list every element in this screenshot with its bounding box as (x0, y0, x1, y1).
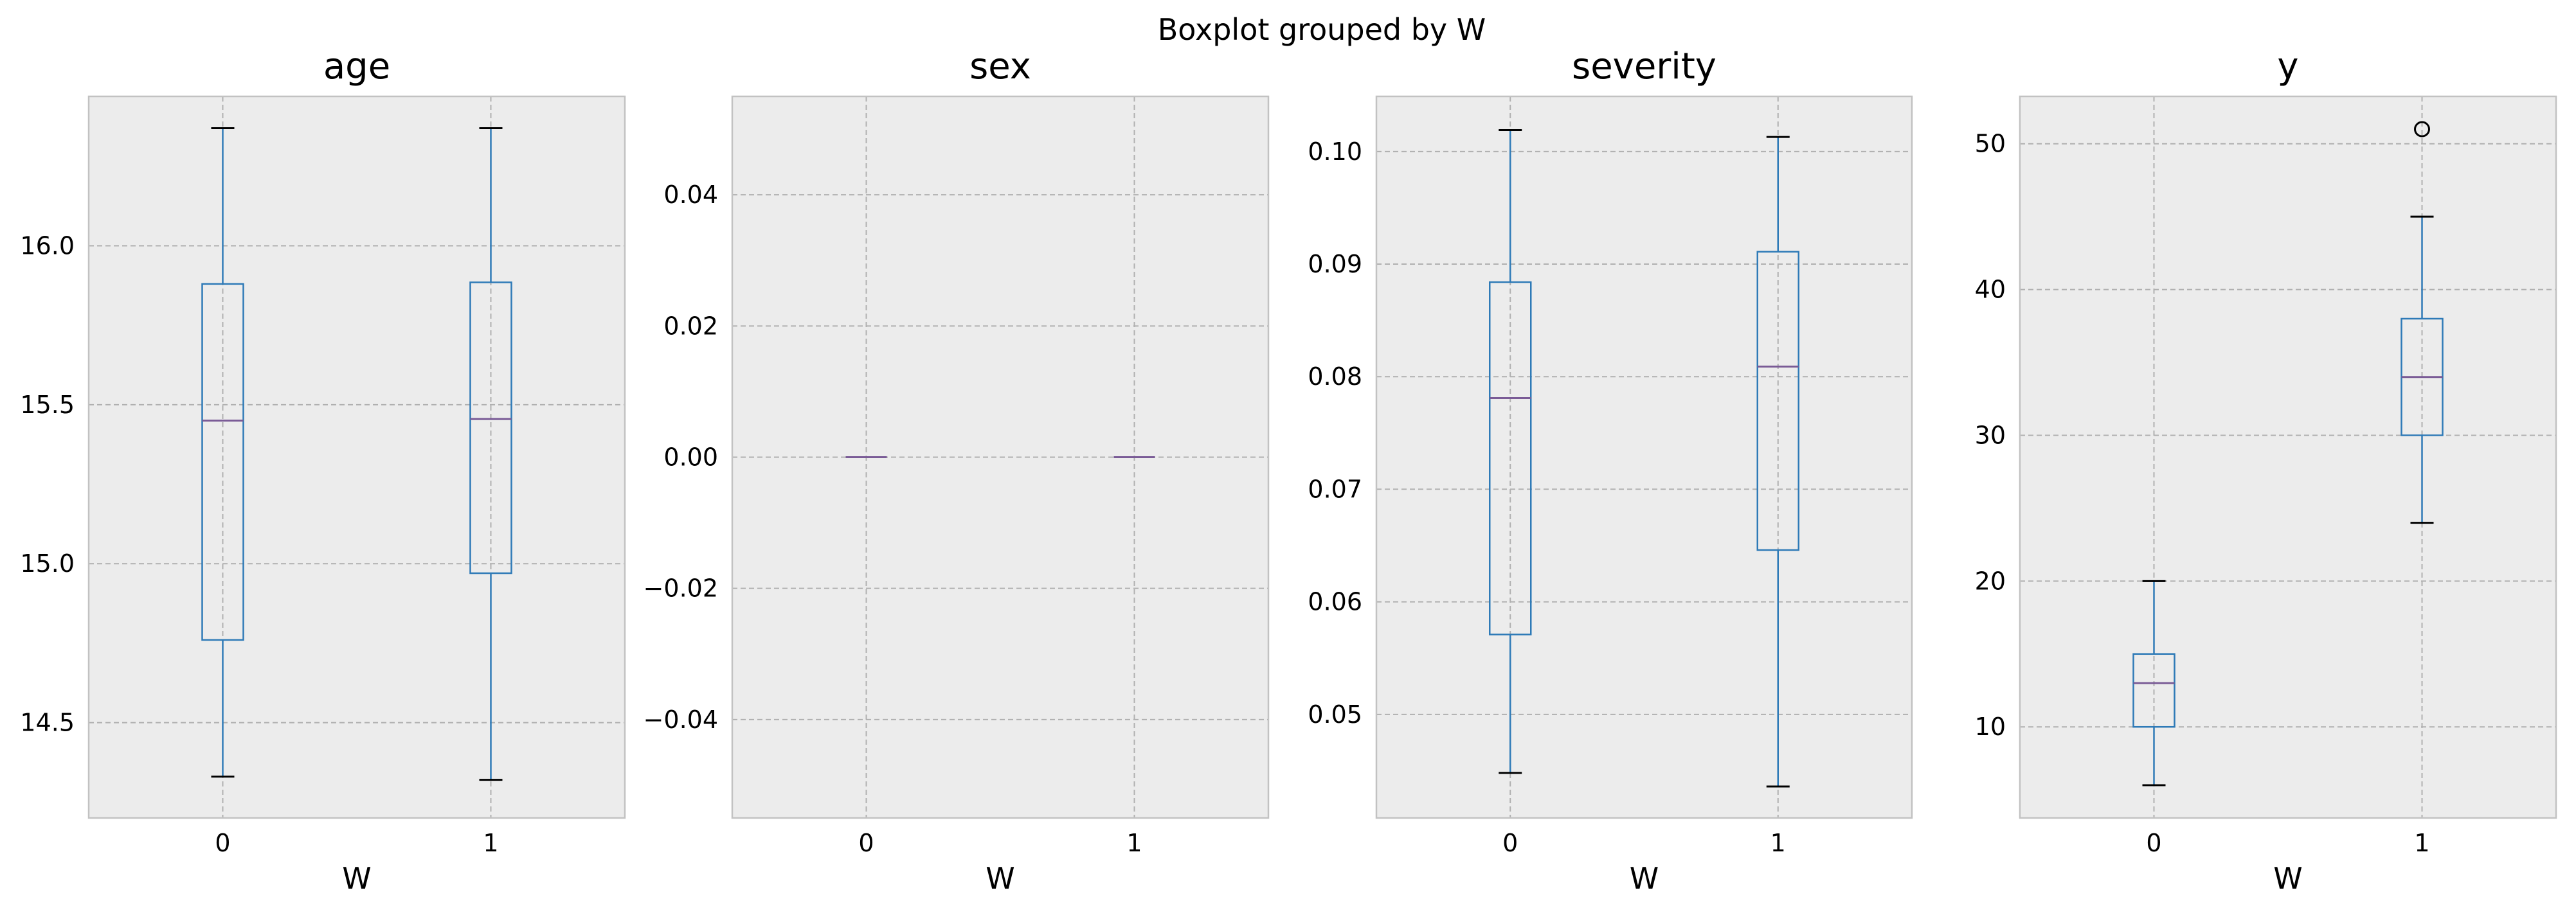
outlier-point (2414, 121, 2430, 138)
y-tick-label: 0.09 (1308, 250, 1362, 278)
x-tick-label: 1 (2414, 829, 2429, 857)
box-iqr (2132, 653, 2175, 728)
panel-title: y (2277, 46, 2298, 87)
panel-y: 10 20 30 40 50 0 1 y W (1975, 46, 2557, 896)
box-iqr (1756, 251, 1799, 551)
y-tick-label: 0.04 (663, 181, 718, 209)
x-tick-label: 0 (858, 829, 874, 857)
y-tick-label: 0.07 (1308, 475, 1362, 503)
y-tick-label: 10 (1975, 713, 2006, 741)
x-tick-label: 1 (1126, 829, 1142, 857)
y-tick-label: 16.0 (20, 232, 75, 260)
axes-background (2020, 96, 2556, 818)
y-tick-label: 50 (1975, 130, 2006, 158)
axes-frame (87, 95, 626, 819)
x-axis-label: W (1630, 861, 1659, 896)
x-axis-label: W (986, 861, 1014, 896)
box-1 (469, 127, 512, 781)
y-tick-label: 0.05 (1308, 700, 1362, 729)
x-axis-label: W (2273, 861, 2302, 896)
axes-background (1376, 96, 1912, 818)
y-tick-label: 0.10 (1308, 138, 1362, 166)
x-axis-label: W (342, 861, 371, 896)
y-tick-label: −0.02 (644, 574, 718, 603)
panel-title: sex (969, 46, 1031, 87)
y-tick-label: 14.5 (20, 709, 75, 737)
box-0 (1489, 129, 1532, 774)
panel-title: age (323, 46, 390, 87)
panels: 14.5 15.0 15.5 16.0 0 1 age W −0.04 −0.02 0.00 0.02… (20, 46, 2557, 896)
y-tick-label: 40 (1975, 276, 2006, 304)
box-1 (1756, 136, 1799, 788)
panel-title: severity (1572, 46, 1716, 87)
y-tick-label: 20 (1975, 567, 2006, 595)
axes-background (89, 96, 625, 818)
box-1 (2400, 121, 2444, 524)
x-tick-label: 0 (1502, 829, 1518, 857)
y-tick-label: 0.02 (663, 312, 718, 340)
figure-suptitle: Boxplot grouped by W (1158, 12, 1486, 47)
axes-frame (1375, 95, 1913, 819)
y-tick-label: 0.00 (663, 443, 718, 472)
box-0 (201, 127, 244, 778)
box-iqr (201, 283, 244, 641)
box-iqr (1489, 281, 1532, 635)
x-tick-label: 1 (1770, 829, 1786, 857)
x-tick-label: 0 (2146, 829, 2161, 857)
x-tick-label: 1 (483, 829, 498, 857)
panel-severity: 0.05 0.06 0.07 0.08 0.09 0.10 0 1 severity W (1308, 46, 1913, 896)
panel-age: 14.5 15.0 15.5 16.0 0 1 age W (20, 46, 626, 896)
y-tick-label: 0.08 (1308, 362, 1362, 391)
axes-frame (731, 95, 1270, 819)
panel-sex: −0.04 −0.02 0.00 0.02 0.04 0 1 sex W (644, 46, 1270, 896)
box-iqr (469, 281, 512, 574)
y-tick-label: 15.5 (20, 391, 75, 419)
y-tick-label: −0.04 (644, 706, 718, 734)
y-tick-label: 0.06 (1308, 588, 1362, 616)
y-tick-label: 30 (1975, 421, 2006, 449)
axes-frame (2019, 95, 2557, 819)
box-0 (2132, 580, 2175, 786)
y-tick-label: 15.0 (20, 549, 75, 578)
x-tick-label: 0 (215, 829, 230, 857)
